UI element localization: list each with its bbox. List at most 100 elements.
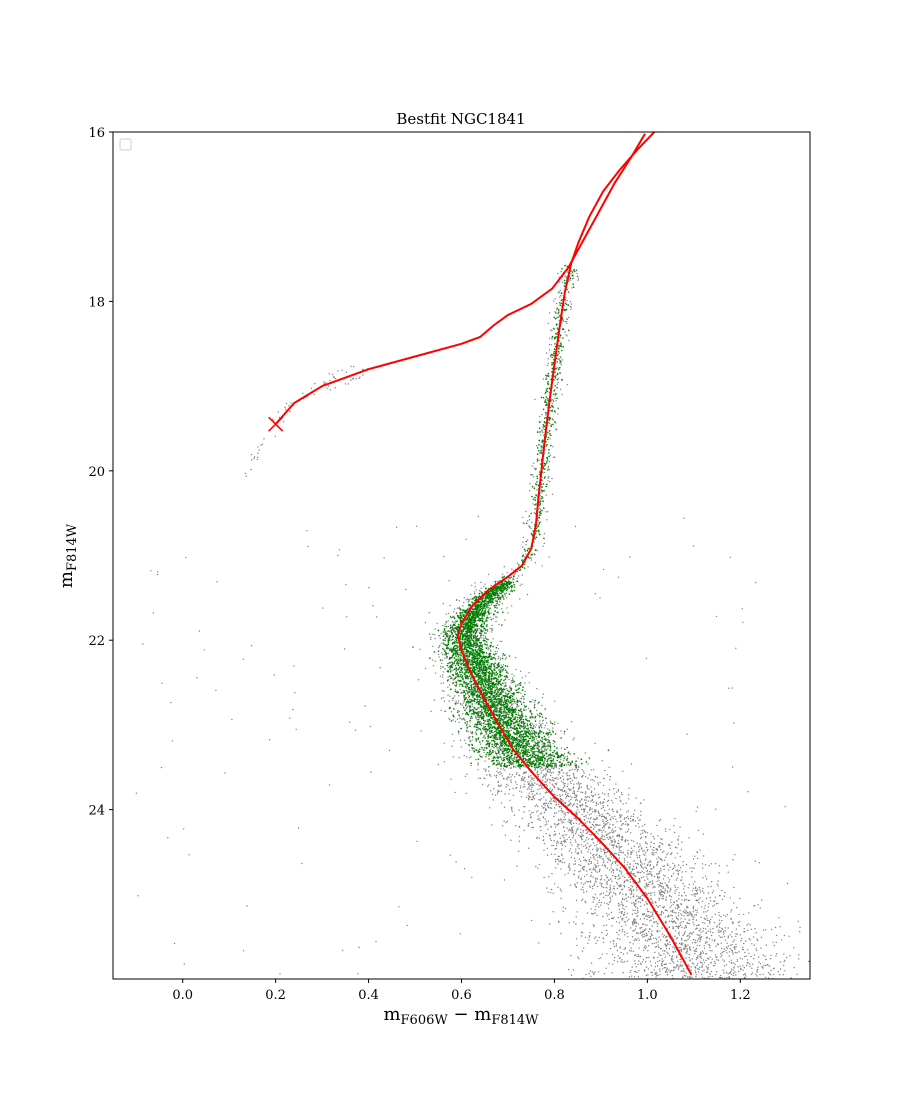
star-point (479, 754, 481, 756)
star-point (552, 892, 554, 894)
star-point (619, 891, 622, 894)
star-point (661, 958, 663, 960)
star-point (677, 926, 679, 929)
star-point (454, 720, 457, 723)
star-point (622, 971, 624, 974)
star-point (644, 924, 646, 926)
star-point (473, 605, 475, 608)
star-point (589, 885, 591, 887)
star-point (513, 726, 516, 729)
star-point (724, 939, 727, 941)
star-point (721, 951, 724, 954)
star-point (757, 939, 759, 942)
star-point (619, 938, 621, 940)
star-point (482, 690, 485, 692)
star-point (560, 806, 562, 808)
star-point (587, 800, 590, 802)
star-point (602, 819, 604, 821)
star-point (729, 947, 731, 950)
star-point (527, 824, 530, 826)
star-point (688, 837, 690, 839)
star-point (641, 961, 644, 963)
star-point (630, 897, 632, 899)
star-point (492, 799, 495, 801)
star-point (685, 957, 687, 959)
star-point (678, 934, 681, 936)
star-point (614, 842, 616, 844)
star-point (572, 792, 574, 794)
star-point (749, 965, 751, 968)
star-point (569, 848, 572, 850)
star-point (577, 852, 580, 854)
star-point (565, 840, 567, 843)
star-point (641, 913, 644, 915)
star-point (578, 766, 580, 769)
star-point (593, 780, 595, 782)
star-point (597, 865, 600, 867)
star-point (627, 810, 630, 812)
star-point (639, 927, 641, 929)
star-point (599, 829, 601, 831)
star-point (664, 971, 667, 973)
star-point (667, 914, 669, 916)
star-point (434, 637, 436, 640)
star-point (620, 912, 623, 915)
star-point (578, 864, 580, 866)
star-point (515, 825, 517, 827)
star-point (586, 821, 588, 823)
star-point (531, 821, 533, 824)
star-point (494, 687, 496, 689)
star-point (708, 938, 711, 940)
star-point (692, 907, 694, 909)
star-point (524, 690, 526, 693)
star-point (636, 955, 638, 958)
star-point (677, 965, 679, 967)
star-point (602, 806, 604, 809)
star-point (628, 787, 630, 789)
star-point (726, 942, 728, 944)
star-point (432, 645, 434, 648)
star-point (522, 772, 525, 775)
star-point (626, 823, 628, 825)
star-point (789, 955, 791, 957)
star-point (630, 947, 632, 949)
star-point (561, 798, 563, 801)
star-point (479, 743, 482, 745)
star-point (434, 628, 436, 630)
star-point (578, 823, 580, 825)
star-point (559, 772, 561, 774)
star-point (732, 969, 734, 971)
star-point (778, 917, 780, 919)
star-point (619, 904, 621, 906)
star-point (662, 960, 664, 962)
star-point (655, 946, 658, 948)
star-point (558, 810, 560, 812)
star-point (740, 968, 742, 971)
star-point (688, 922, 690, 925)
star-point (498, 745, 501, 748)
star-point (488, 773, 491, 776)
star-point (752, 936, 755, 938)
star-point (580, 808, 583, 811)
star-point (497, 675, 499, 677)
star-point (549, 923, 551, 925)
star-point (615, 921, 618, 923)
star-point (748, 963, 751, 965)
star-point (611, 880, 613, 882)
star-point (613, 945, 616, 948)
star-point (674, 907, 677, 909)
star-point (515, 781, 517, 783)
star-point (607, 907, 610, 910)
star-point (694, 952, 696, 955)
star-point (597, 803, 600, 805)
star-point (560, 840, 563, 843)
star-point (637, 923, 639, 925)
star-point (572, 837, 574, 839)
star-point (570, 954, 572, 957)
star-point (602, 848, 605, 851)
star-point (540, 786, 543, 788)
star-point (525, 796, 528, 798)
star-point (615, 943, 618, 945)
star-point (444, 657, 446, 659)
star-point (664, 943, 666, 945)
